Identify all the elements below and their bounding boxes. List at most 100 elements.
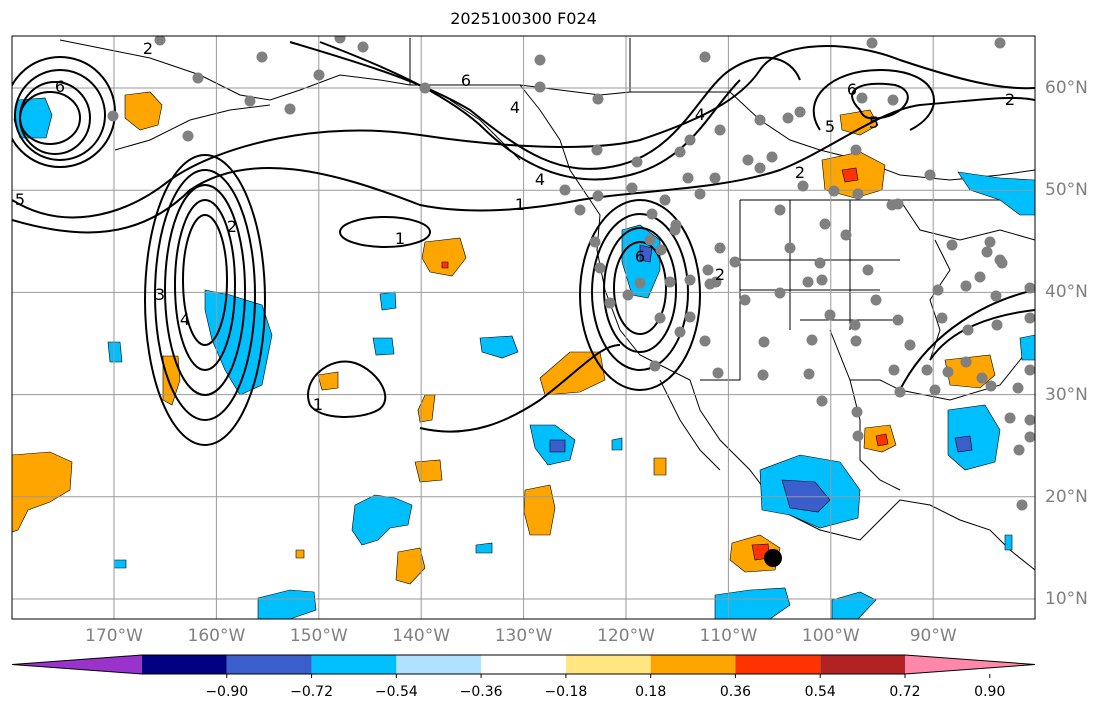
station-dot [654, 312, 666, 324]
station-dot [244, 95, 256, 107]
station-dot [592, 190, 604, 202]
station-dot [1013, 444, 1025, 456]
longitude-label: 120°W [597, 626, 655, 646]
station-dot [674, 326, 686, 338]
station-dot [659, 194, 671, 206]
station-dot [1024, 414, 1035, 426]
station-dot [850, 144, 862, 156]
station-dot [1004, 412, 1016, 424]
station-dot [754, 162, 766, 174]
colorbar-segment [12, 655, 142, 674]
colorbar-tick-label: 0.36 [719, 684, 752, 700]
station-dot [594, 262, 606, 274]
station-dot [932, 284, 944, 296]
contour-label: 2 [143, 39, 153, 58]
latitude-label: 10°N [1045, 589, 1088, 609]
station-dot [714, 124, 726, 136]
station-dot [334, 36, 346, 44]
colorbar-tick-label: 0.18 [635, 684, 667, 700]
station-dot [894, 386, 906, 398]
station-dot [592, 93, 604, 105]
map-title: 2025100300 F024 [450, 9, 597, 28]
station-dot [921, 364, 933, 376]
station-dot [816, 274, 828, 286]
station-dot [946, 239, 958, 251]
station-dot [862, 264, 874, 276]
storm-center-marker [764, 549, 782, 567]
station-dot [852, 188, 864, 200]
station-dot [892, 314, 904, 326]
station-dot [739, 294, 751, 306]
station-dot [154, 36, 166, 46]
station-dot [984, 236, 996, 248]
station-dot [994, 37, 1006, 49]
station-dot [816, 395, 828, 407]
station-dot [591, 144, 603, 156]
colorbar-segment [226, 655, 312, 674]
contour-label: 4 [510, 98, 520, 117]
station-dot [814, 257, 826, 269]
station-dot [559, 184, 571, 196]
station-dot [589, 236, 601, 248]
station-dot [1016, 499, 1028, 511]
contour-label: 6 [635, 247, 645, 266]
station-dot [699, 335, 711, 347]
station-dot [974, 271, 986, 283]
latitude-label: 40°N [1045, 282, 1088, 303]
colorbar-segment [481, 655, 566, 674]
station-dot [712, 367, 724, 379]
station-dot [824, 309, 836, 321]
station-dot [644, 234, 656, 246]
contour-label: 6 [461, 71, 471, 90]
station-dot [960, 280, 972, 292]
colorbar-segment [650, 655, 736, 674]
station-dot [797, 180, 809, 192]
station-dot [794, 106, 806, 118]
station-dot [674, 146, 686, 158]
contour-label: 1 [515, 195, 525, 214]
station-dot [534, 81, 546, 93]
station-dot [631, 156, 643, 168]
station-dot [991, 319, 1003, 331]
station-dot [684, 311, 696, 323]
station-dot [754, 114, 766, 126]
station-dot [714, 242, 726, 254]
station-dot [766, 151, 778, 163]
station-dot [655, 244, 667, 256]
station-dot [534, 54, 546, 66]
colorbar-segment [396, 655, 482, 674]
colorbar-segment [820, 655, 905, 674]
station-dot [1024, 364, 1035, 376]
contour-label: 1 [313, 395, 323, 414]
station-dot [694, 188, 706, 200]
contour-label: 1 [395, 229, 405, 248]
contour-label: 2 [1005, 90, 1015, 109]
colorbar-tick-label: 0.54 [804, 684, 836, 700]
graticule [12, 36, 1035, 619]
station-dot [684, 274, 696, 286]
station-dot [888, 364, 900, 376]
colorbar-segment [905, 655, 1035, 674]
contour-label: 6 [55, 77, 65, 96]
station-dot [866, 37, 878, 49]
station-dot [936, 312, 948, 324]
station-dot [709, 172, 721, 184]
station-dot [852, 430, 864, 442]
colorbar-tick-label: −0.54 [374, 684, 418, 700]
longitude-label: 170°W [85, 626, 143, 646]
station-dot [1024, 282, 1035, 294]
contour-label: 5 [15, 190, 25, 209]
contour-label: 5 [825, 117, 835, 136]
station-dot [802, 276, 814, 288]
contour-label: 2 [227, 217, 237, 236]
longitude-label: 110°W [699, 626, 758, 646]
station-dot [1024, 312, 1035, 324]
latitude-label: 30°N [1045, 384, 1088, 405]
colorbar-segment [311, 655, 397, 674]
station-dot [962, 324, 974, 336]
station-dot [774, 204, 786, 216]
longitude-label: 140°W [392, 626, 451, 646]
colorbar-outline [11, 654, 1036, 675]
station-dot [806, 334, 818, 346]
